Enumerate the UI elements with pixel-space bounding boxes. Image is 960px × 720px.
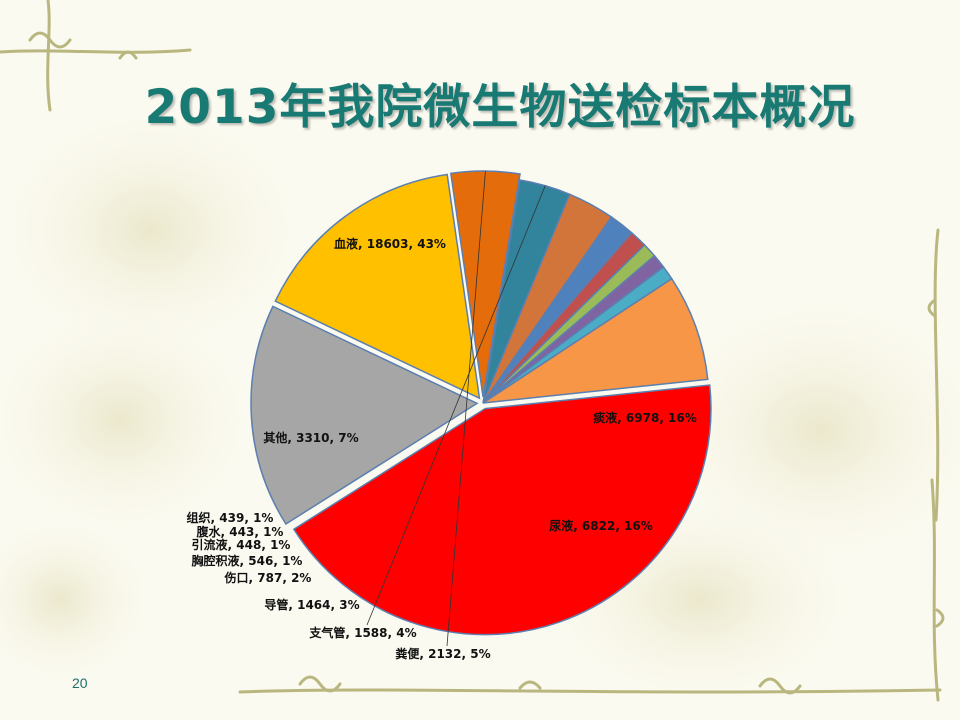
vine-border-decoration xyxy=(0,0,945,702)
data-label-7: 伤口, 787, 2% xyxy=(224,570,312,585)
data-label-3: 尿液, 6822, 16% xyxy=(549,518,653,533)
data-label-10: 腹水, 443, 1% xyxy=(197,524,284,539)
pie-slice-12 xyxy=(482,277,709,404)
pie-slice-1 xyxy=(292,384,712,636)
leader-line-4 xyxy=(446,170,486,647)
leader-lines xyxy=(366,170,546,647)
data-label-12: 其他, 3310, 7% xyxy=(263,430,358,445)
slide-title: 2013年我院微生物送检标本概况 xyxy=(144,80,856,135)
pie-slice-2 xyxy=(250,305,479,526)
data-label-2: 痰液, 6978, 16% xyxy=(593,410,697,425)
pie-slice-3 xyxy=(274,173,481,400)
data-label-5: 支气管, 1588, 4% xyxy=(308,625,416,640)
data-label-4: 粪便, 2132, 5% xyxy=(395,646,490,661)
data-label-8: 胸腔积液, 546, 1% xyxy=(192,553,303,568)
page-number: 20 xyxy=(72,675,88,691)
data-label-11: 组织, 439, 1% xyxy=(187,510,274,525)
data-label-6: 导管, 1464, 3% xyxy=(264,597,359,612)
data-labels: 血液, 18603, 43% 痰液, 6978, 16% 尿液, 6822, 16%… xyxy=(187,236,697,661)
leader-line-5 xyxy=(366,185,546,626)
data-label-1: 血液, 18603, 43% xyxy=(334,236,446,251)
pie-slices xyxy=(250,170,712,636)
data-label-9: 引流液, 448, 1% xyxy=(192,537,291,552)
